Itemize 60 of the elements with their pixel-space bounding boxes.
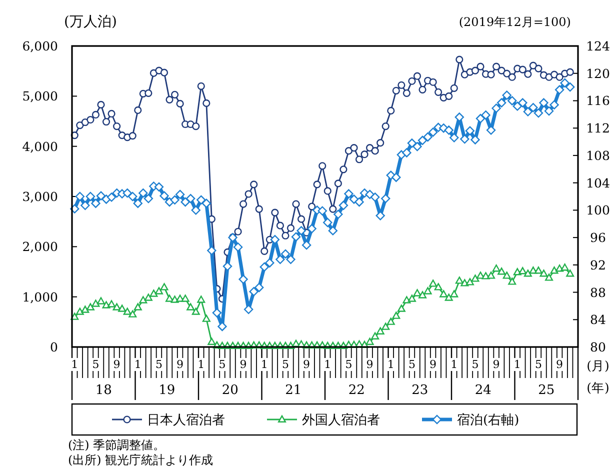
x-tick-label: 9 [366, 358, 374, 371]
x-tick-label: 1 [71, 358, 78, 371]
x-tick-label: 1 [450, 358, 458, 371]
x-axis-title: (月) [586, 358, 610, 373]
y2-tick-label: 104 [586, 175, 610, 190]
text: 25 [538, 383, 555, 398]
x-tick-label: 9 [556, 358, 564, 371]
text: 19 [158, 383, 176, 398]
y-tick-label: 1,000 [22, 289, 58, 304]
x-tick-label: 5 [345, 358, 352, 371]
y2-tick-label: 84 [590, 312, 606, 328]
x-tick-label: 5 [282, 358, 289, 371]
y-tick-label: 4,000 [22, 138, 58, 154]
x-tick-label: 1 [514, 358, 521, 371]
text: 22 [348, 383, 365, 398]
y-tick-label: 6,000 [22, 38, 58, 54]
y2-tick-label: 124 [586, 38, 610, 54]
text: (出所) 観光庁統計より作成 [68, 453, 214, 467]
x-tick-label: 9 [176, 358, 184, 371]
y-tick-label: 2,000 [22, 239, 58, 254]
text: 23 [412, 383, 428, 398]
text: (注) 季節調整値。 [68, 438, 166, 452]
y2-axis-title: (2019年12月=100) [458, 15, 571, 29]
x-tick-label: 1 [387, 358, 394, 371]
y-axis-title: (万人泊) [64, 14, 117, 30]
x-tick-label: 1 [198, 358, 205, 371]
legend-label: 外国人宿泊者 [302, 412, 380, 428]
x-tick-label: 9 [113, 358, 120, 371]
x-tick-label: 5 [408, 358, 416, 371]
x-tick-label: 9 [430, 358, 437, 371]
x-tick-label: 9 [303, 358, 310, 371]
legend-label: 宿泊(右軸) [457, 412, 520, 428]
text: 21 [285, 383, 302, 398]
x-tick-label: 5 [92, 358, 100, 371]
x-tick-label: 1 [260, 358, 268, 371]
x-tick-label: 5 [155, 358, 162, 371]
y-tick-label: 0 [50, 340, 58, 354]
y-tick-label: 3,000 [22, 189, 58, 204]
y2-tick-label: 88 [590, 284, 606, 300]
y2-tick-label: 96 [590, 230, 606, 246]
x-tick-label: 5 [534, 358, 542, 371]
text: 20 [222, 383, 238, 398]
y2-tick-label: 120 [586, 66, 610, 81]
y2-tick-label: 108 [586, 148, 610, 163]
x-tick-label: 9 [492, 358, 500, 371]
text: 24 [474, 383, 492, 398]
y2-tick-label: 116 [586, 93, 610, 108]
x-tick-label: 5 [472, 358, 479, 371]
y-tick-label: 5,000 [22, 88, 58, 104]
y2-tick-label: 112 [586, 120, 610, 136]
y2-tick-label: 80 [590, 340, 606, 354]
y2-tick-label: 100 [586, 202, 610, 218]
legend-label: 日本人宿泊者 [147, 412, 225, 428]
text: 18 [95, 383, 112, 398]
x-tick-label: 9 [240, 358, 247, 371]
text: (年) [586, 380, 610, 395]
x-tick-label: 5 [218, 358, 226, 371]
x-tick-label: 1 [134, 358, 142, 371]
y2-tick-label: 92 [590, 257, 606, 272]
x-tick-label: 1 [324, 358, 332, 371]
